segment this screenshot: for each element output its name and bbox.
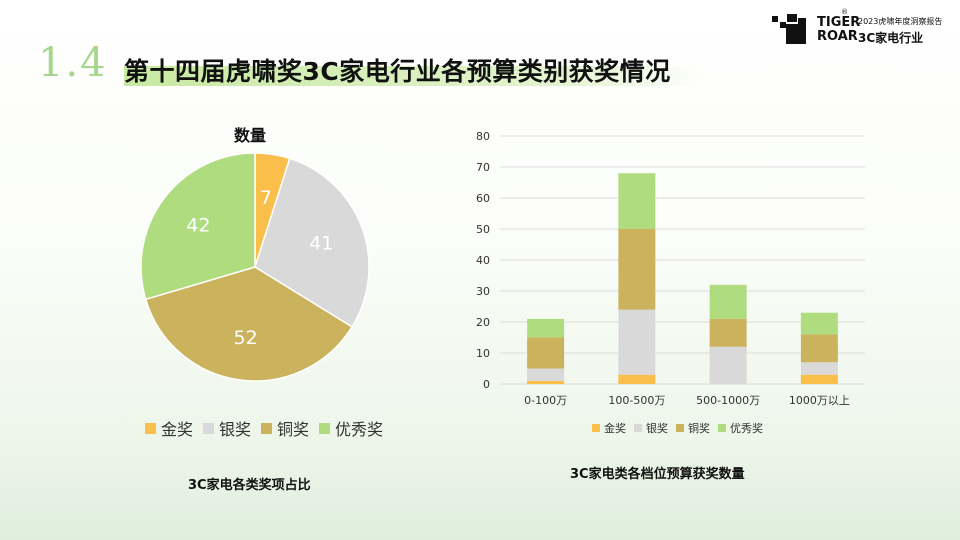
bar-legend-item-2: 铜奖 xyxy=(676,420,710,436)
pie-legend: 金奖 银奖 铜奖 优秀奖 xyxy=(145,416,393,440)
y-tick-label-0: 0 xyxy=(483,378,490,391)
pie-chart: 7 41 52 42 xyxy=(140,152,370,382)
bar-segment-2-1 xyxy=(709,346,747,384)
pie-slice-1 xyxy=(254,157,370,328)
stacked-bar-chart: 0 10 20 30 40 50 60 70 80 0-100万 100-500万 500-1000万… xyxy=(476,130,865,407)
bar-legend-swatch-0 xyxy=(592,424,600,432)
bar-legend-swatch-1 xyxy=(634,424,642,432)
bar-segment-3-2 xyxy=(800,334,838,363)
y-tick-label-4: 40 xyxy=(476,254,490,267)
bar-segment-0-0 xyxy=(527,380,565,384)
tiger-roar-logo-icon xyxy=(772,14,806,44)
section-number: 1.4 xyxy=(38,40,108,86)
y-tick-label-5: 50 xyxy=(476,223,490,236)
x-tick-label-3: 1000万以上 xyxy=(789,394,850,407)
bar-legend-item-3: 优秀奖 xyxy=(718,420,763,436)
bar-legend-swatch-2 xyxy=(676,424,684,432)
pie-legend-swatch-3 xyxy=(319,422,331,434)
y-tick-label-6: 60 xyxy=(476,192,490,205)
title-block: 第十四届虎啸奖3C家电行业各预算类别获奖情况 xyxy=(124,52,704,88)
bar-segment-3-0 xyxy=(800,374,838,384)
bar-segment-1-2 xyxy=(618,229,656,310)
y-tick-label-7: 70 xyxy=(476,161,490,174)
pie-data-label-2: 52 xyxy=(234,327,258,349)
pie-legend-swatch-1 xyxy=(203,422,215,434)
pie-data-label-3: 42 xyxy=(186,215,210,237)
bar-legend-item-0: 金奖 xyxy=(592,420,626,436)
bar-segment-1-3 xyxy=(618,173,656,229)
pie-legend-swatch-0 xyxy=(145,422,156,434)
pie-legend-item-3: 优秀奖 xyxy=(319,416,383,440)
bar-legend-swatch-3 xyxy=(718,424,726,432)
pie-data-label-0: 7 xyxy=(260,187,272,209)
x-tick-label-2: 500-1000万 xyxy=(696,394,760,407)
y-tick-label-8: 80 xyxy=(476,130,490,143)
y-tick-label-2: 20 xyxy=(476,316,490,329)
pie-chart-title: 数量 xyxy=(233,126,266,145)
bar-segment-2-2 xyxy=(709,318,747,347)
bar-legend-label-1: 银奖 xyxy=(646,422,668,435)
pie-legend-label-0: 金奖 xyxy=(161,420,194,439)
industry-name: 3C家电行业 xyxy=(858,31,924,45)
bar-segment-1-0 xyxy=(618,374,656,384)
x-tick-label-0: 0-100万 xyxy=(524,394,567,407)
bar-legend-item-1: 银奖 xyxy=(634,420,668,436)
pie-legend-item-0: 金奖 xyxy=(145,416,193,440)
pie-slice-3 xyxy=(140,152,256,301)
bar-segment-0-2 xyxy=(527,337,565,369)
bar-legend-label-2: 铜奖 xyxy=(688,422,710,435)
brand-name: TIGER ROAR xyxy=(817,16,860,44)
brand-line-2: ROAR xyxy=(817,29,858,44)
title-highlight xyxy=(124,66,704,86)
pie-legend-label-2: 铜奖 xyxy=(277,420,310,439)
pie-slice-2 xyxy=(144,266,354,382)
y-tick-label-1: 10 xyxy=(476,347,490,360)
bar-segment-3-1 xyxy=(800,362,838,375)
pie-chart-caption: 3C家电各类奖项占比 xyxy=(188,478,311,493)
x-tick-label-1: 100-500万 xyxy=(608,394,665,407)
bar-segment-3-3 xyxy=(800,312,838,335)
y-tick-label-3: 30 xyxy=(476,285,490,298)
bar-segment-2-3 xyxy=(709,284,747,319)
bar-legend-label-3: 优秀奖 xyxy=(730,422,763,435)
bar-segment-0-1 xyxy=(527,368,565,381)
registered-mark: ® xyxy=(841,8,848,16)
bar-segment-1-1 xyxy=(618,309,656,375)
pie-legend-item-2: 铜奖 xyxy=(261,416,309,440)
pie-legend-swatch-2 xyxy=(261,422,273,434)
pie-data-label-1: 41 xyxy=(309,232,333,254)
bar-chart-caption: 3C家电类各档位预算获奖数量 xyxy=(570,467,745,482)
pie-legend-label-1: 银奖 xyxy=(219,420,252,439)
bar-segment-0-3 xyxy=(527,318,565,338)
pie-legend-label-3: 优秀奖 xyxy=(335,420,384,439)
bar-legend: 金奖 银奖 铜奖 优秀奖 xyxy=(592,420,771,436)
report-name: 2023虎啸年度洞察报告 xyxy=(858,17,943,26)
bar-legend-label-0: 金奖 xyxy=(604,422,626,435)
pie-legend-item-1: 银奖 xyxy=(203,416,251,440)
page-title: 第十四届虎啸奖3C家电行业各预算类别获奖情况 xyxy=(124,57,671,86)
brand-line-1: TIGER xyxy=(817,15,861,30)
